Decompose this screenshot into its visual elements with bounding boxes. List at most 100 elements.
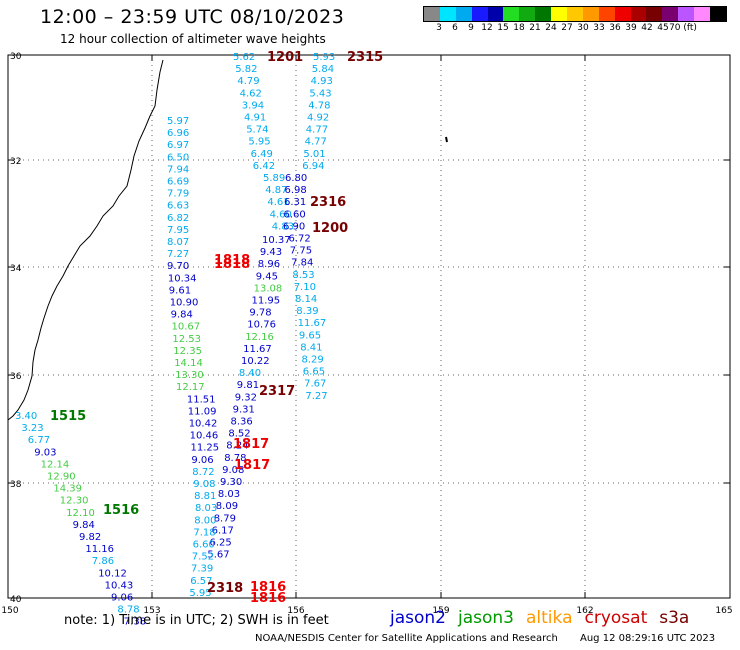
legend-swatch [487, 7, 504, 21]
swh-value: 5.43 [309, 88, 331, 99]
legend-tick-label: 33 [593, 23, 605, 33]
legend-tick-label: 36 [609, 23, 621, 33]
lat-tick-label: 34 [10, 264, 22, 274]
footer-timestamp: Aug 12 08:29:16 UTC 2023 [580, 633, 716, 644]
swh-value: 9.84 [171, 310, 193, 321]
swh-value: 7.52 [192, 552, 214, 563]
swh-value: 9.65 [299, 330, 321, 341]
legend-tick-label: 30 [577, 23, 589, 33]
swh-value: 8.14 [295, 294, 317, 305]
lon-tick-label: 150 [1, 606, 18, 616]
swh-value: 9.43 [260, 247, 282, 258]
swh-value: 6.63 [167, 201, 189, 212]
swh-value: 6.69 [167, 177, 189, 188]
swh-value: 11.16 [85, 544, 114, 555]
swh-value: 7.38 [124, 617, 146, 628]
lon-tick-label: 159 [432, 606, 449, 616]
swh-value: 9.08 [222, 465, 244, 476]
swh-value: 9.81 [237, 380, 259, 391]
legend-tick-label: 42 [641, 23, 653, 33]
legend-swatch [471, 7, 488, 21]
page-subtitle: 12 hour collection of altimeter wave hei… [60, 32, 326, 46]
swh-value: 8.03 [195, 503, 217, 514]
swh-value: 6.60 [193, 540, 215, 551]
swh-value: 7.67 [304, 379, 326, 390]
swh-value: 6.60 [284, 209, 306, 220]
swh-value: 8.52 [228, 429, 250, 440]
swh-value: 7.75 [290, 246, 312, 257]
legend-tick-label: 18 [513, 23, 525, 33]
swh-value: 8.03 [218, 489, 240, 500]
pass-time-label: 1817 [234, 458, 270, 473]
swh-value: 9.70 [167, 261, 189, 272]
legend-ticks: 3 6 9 12 15 18 21 24 27 30 33 36 39 42 45 70 (ft) [423, 22, 727, 34]
swh-value: 8.24 [226, 441, 248, 452]
legend-swatch [630, 7, 647, 21]
swh-value: 11.51 [187, 394, 216, 405]
legend-swatch [455, 7, 472, 21]
swh-value: 6.50 [167, 152, 189, 163]
pass-time-label: 1516 [103, 503, 139, 518]
pass-time-label: 2316 [310, 195, 346, 210]
swh-value: 12.30 [60, 496, 89, 507]
swh-value: 6.77 [28, 435, 50, 446]
swh-value: 5.89 [263, 173, 285, 184]
swh-value: 13.30 [175, 370, 204, 381]
swh-value: 14.14 [174, 358, 203, 369]
swh-value: 3.23 [21, 423, 43, 434]
swh-value: 11.09 [188, 406, 217, 417]
swh-value: 5.67 [207, 550, 229, 561]
swh-value: 4.78 [308, 100, 330, 111]
swh-value: 5.95 [189, 588, 211, 599]
swh-value: 6.90 [283, 221, 305, 232]
legend-swatch [519, 7, 536, 21]
legend-tick-label: 12 [481, 23, 493, 33]
legend-tick-label: 6 [452, 23, 458, 33]
swh-value: 6.42 [253, 161, 275, 172]
swh-value: 12.90 [47, 472, 76, 483]
swh-value: 8.41 [300, 342, 322, 353]
lon-tick-label: 162 [576, 606, 593, 616]
legend-swatch [567, 7, 583, 21]
legend-tick-label: 3 [436, 23, 442, 33]
swh-value: 7.18 [193, 527, 215, 538]
lat-tick-label: 32 [10, 157, 21, 167]
swh-value: 10.12 [98, 568, 127, 579]
swh-value: 5.74 [246, 125, 268, 136]
swh-value: 11.25 [191, 443, 220, 454]
swh-value: 6.57 [190, 576, 212, 587]
swh-value: 6.72 [289, 234, 311, 245]
swh-value: 3.94 [242, 100, 264, 111]
lat-tick-label: 30 [10, 52, 22, 62]
swh-value: 8.79 [214, 513, 236, 524]
color-legend: 3 6 9 12 15 18 21 24 27 30 33 36 39 42 45 70 (ft) [423, 6, 727, 34]
swh-value: 7.27 [305, 391, 327, 402]
swh-value: 4.60 [270, 209, 292, 220]
swh-value: 6.96 [167, 128, 189, 139]
legend-swatch [662, 7, 679, 21]
pass-time-label: 2317 [259, 384, 295, 399]
footer-credit: NOAA/NESDIS Center for Satellite Applica… [255, 633, 558, 644]
swh-value: 6.17 [212, 525, 234, 536]
swh-value: 8.40 [239, 368, 261, 379]
legend-tick-label: 9 [468, 23, 474, 33]
swh-value: 10.22 [241, 356, 270, 367]
pass-time-label: 1818 [214, 253, 250, 268]
swh-value: 5.01 [303, 149, 325, 160]
lat-tick-label: 38 [10, 480, 22, 490]
pass-time-label: 1817 [233, 437, 269, 452]
swh-value: 5.93 [313, 52, 335, 63]
swh-value: 11.95 [252, 296, 281, 307]
legend-tick-label: 15 [497, 23, 509, 33]
swh-value: 14.39 [53, 484, 82, 495]
legend-swatch [646, 7, 663, 21]
legend-swatch [424, 7, 440, 21]
swh-value: 12.10 [66, 508, 95, 519]
swh-value: 12.35 [173, 346, 202, 357]
island-mark [445, 136, 448, 143]
swh-value: 11.67 [243, 344, 272, 355]
lat-tick-label: 36 [10, 372, 22, 382]
swh-value: 10.37 [262, 235, 291, 246]
swh-value: 8.78 [117, 605, 139, 616]
